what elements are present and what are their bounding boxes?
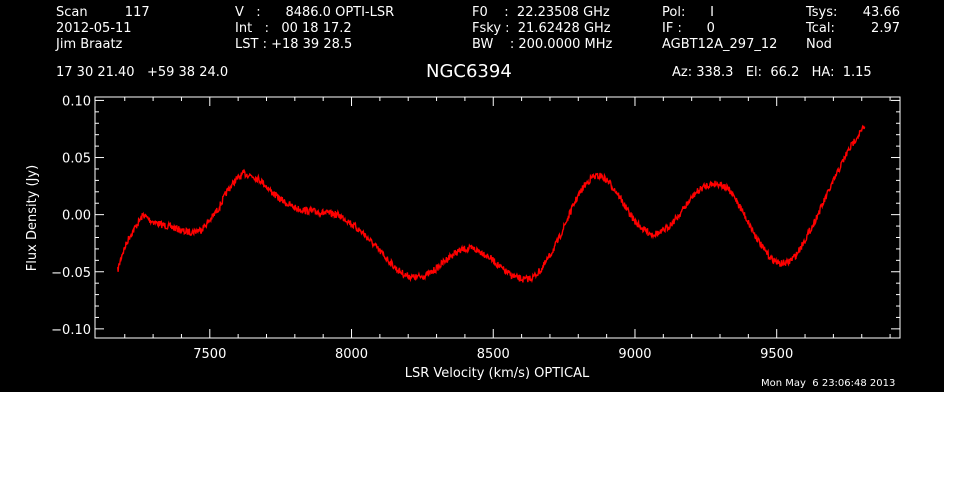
source-coordinates: 17 30 21.40 +59 38 24.0 [56,65,229,80]
x-tick-label: 8500 [477,347,510,362]
date-label: 2012-05-11 [56,21,132,36]
scan-label: Scan 117 [56,5,150,20]
project-label: AGBT12A_297_12 [662,37,778,52]
x-axis-label: LSR Velocity (km/s) OPTICAL [405,366,590,381]
y-tick-label: −0.10 [51,323,91,338]
y-axis-label: Flux Density (Jy) [25,165,40,271]
polarization-label: Pol: I [662,5,714,20]
y-tick-label: −0.05 [51,266,91,281]
x-tick-label: 9500 [760,347,793,362]
sky-frequency-label: Fsky : 21.62428 GHz [472,21,611,36]
rest-frequency-label: F0 : 22.23508 GHz [472,5,610,20]
spectrum-chart: 7500 8000 8500 9000 9500 −0.10 −0.05 0.00 0.05 0.… [25,94,901,381]
observer-label: Jim Braatz [56,37,123,52]
bandwidth-label: BW : 200.0000 MHz [472,37,613,52]
integration-label: Int : 00 18 17.2 [235,21,352,36]
y-tick-label: 0.05 [62,152,91,167]
if-label: IF : 0 [662,21,715,36]
plot-panel: Scan 117 2012-05-11 Jim Braatz V : 8486.… [0,0,944,392]
timestamp: Mon May 6 23:06:48 2013 [761,378,896,389]
y-tick-label: 0.00 [62,209,91,224]
tcal-label: Tcal: [806,21,835,36]
tcal-value: 2.97 [871,21,900,36]
procedure-label: Nod [806,37,832,52]
tsys-value: 43.66 [862,5,900,20]
lst-label: LST : +18 39 28.5 [235,37,353,52]
x-tick-label: 9000 [618,347,651,362]
spectrum-line [117,124,866,284]
az-el-ha-label: Az: 338.3 El: 66.2 HA: 1.15 [672,65,872,80]
plot-frame [94,96,901,339]
y-tick-label: 0.10 [62,94,91,109]
velocity-label: V : 8486.0 OPTI-LSR [235,5,395,20]
source-name: NGC6394 [426,61,512,82]
tsys-label: Tsys: [806,5,838,20]
x-tick-label: 7500 [193,347,226,362]
x-tick-label: 8000 [335,347,368,362]
